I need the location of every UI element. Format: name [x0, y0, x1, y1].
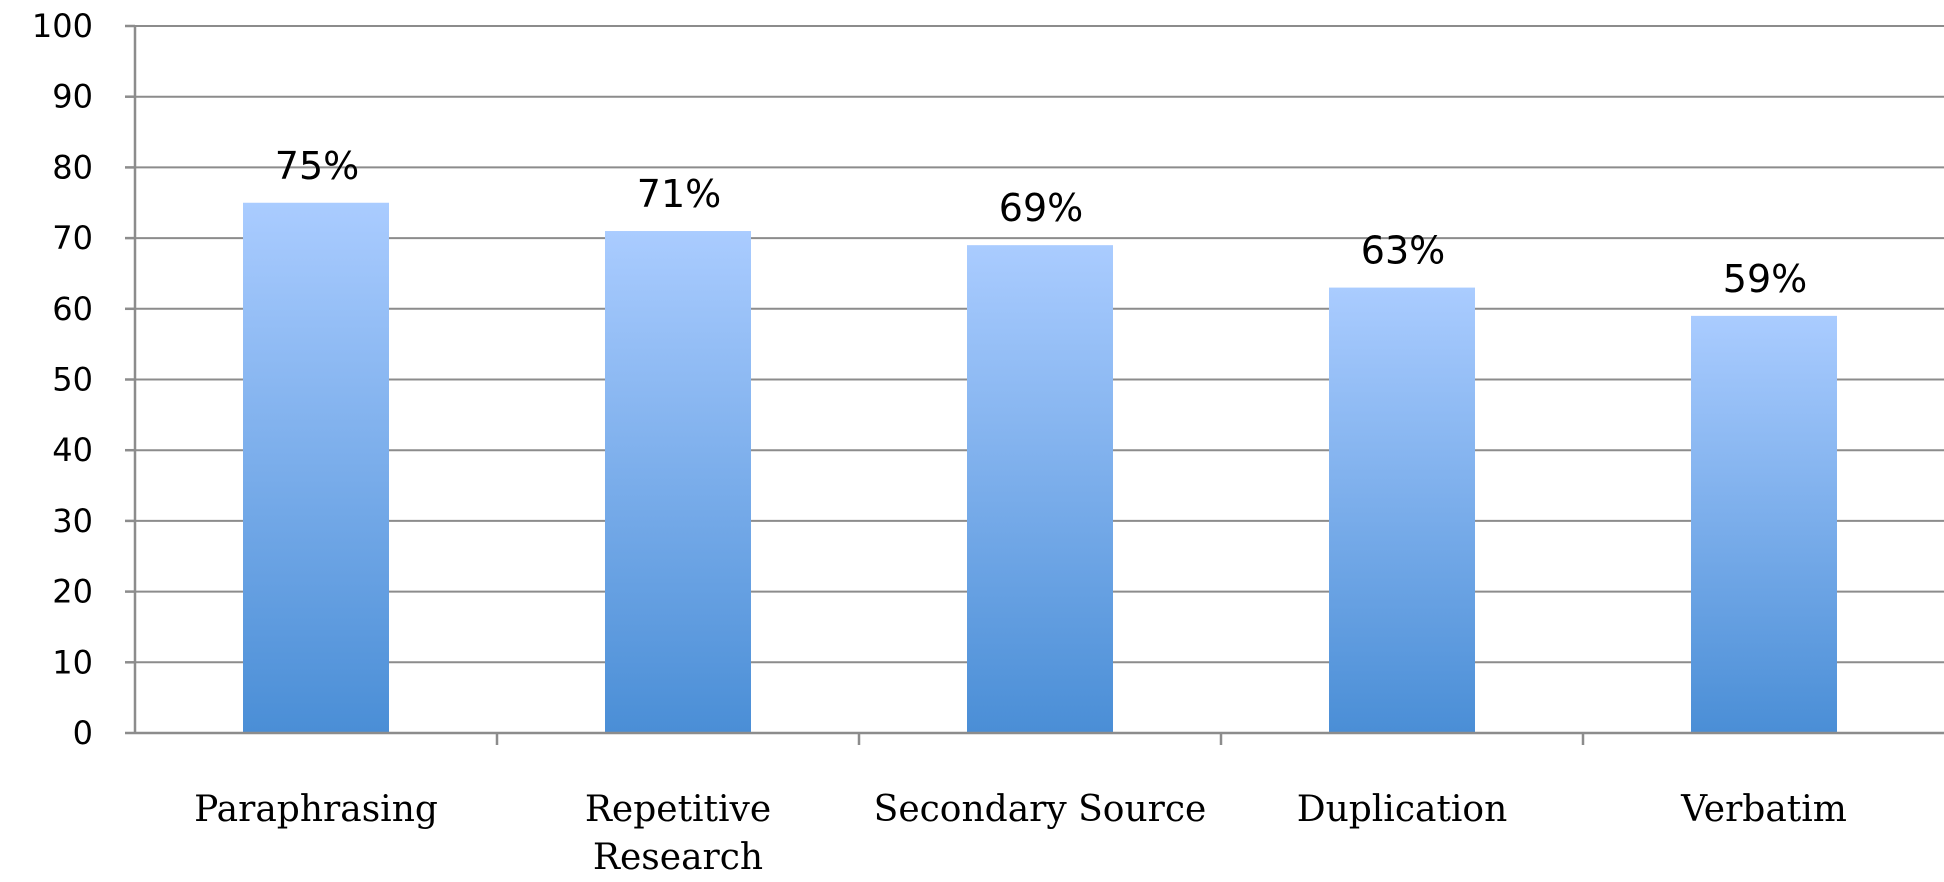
y-tick-label: 60	[52, 290, 93, 328]
data-label: 69%	[999, 186, 1083, 230]
y-tick-labels: 0 10 20 30 40 50 60 70 80 90 100	[32, 7, 93, 752]
x-category-label: Duplication	[1297, 789, 1508, 830]
y-tick-label: 80	[52, 148, 93, 186]
y-tick-label: 50	[52, 361, 93, 399]
bar-paraphrasing	[243, 202, 389, 733]
data-label: 75%	[275, 144, 359, 188]
bar-repetitive-research	[605, 231, 751, 733]
axes	[125, 24, 1944, 745]
data-label: 59%	[1723, 257, 1807, 301]
y-tick-label: 0	[73, 714, 93, 752]
y-tick-label: 90	[52, 78, 93, 116]
y-tick-label: 100	[32, 7, 93, 45]
data-label: 63%	[1361, 229, 1445, 273]
x-category-label: Secondary Source	[874, 789, 1207, 830]
bar-secondary-source	[967, 245, 1113, 734]
y-tick-label: 20	[52, 573, 93, 611]
x-category-label: Paraphrasing	[194, 789, 438, 830]
x-category-labels: Paraphrasing Repetitive Research Secondary …	[194, 789, 1847, 878]
data-labels: 75% 71% 69% 63% 59%	[275, 144, 1807, 301]
bar-duplication	[1329, 287, 1475, 733]
y-tick-label: 30	[52, 502, 93, 540]
bars	[243, 202, 1837, 734]
bar-verbatim	[1691, 315, 1837, 733]
y-tick-label: 70	[52, 219, 93, 257]
x-category-label: Repetitive	[585, 789, 771, 830]
x-category-label: Verbatim	[1680, 789, 1847, 830]
y-tick-label: 10	[52, 643, 93, 681]
data-label: 71%	[637, 172, 721, 216]
x-category-label: Research	[593, 837, 763, 878]
y-tick-label: 40	[52, 431, 93, 469]
